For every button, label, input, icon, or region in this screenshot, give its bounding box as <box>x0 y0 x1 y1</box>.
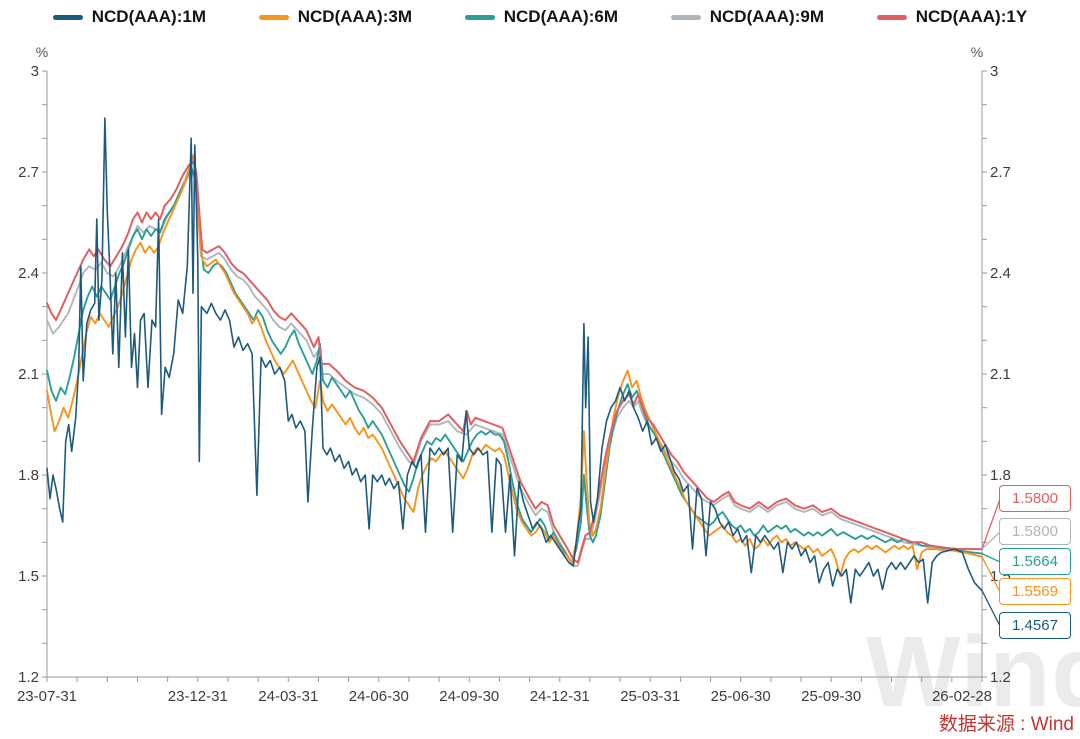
legend-label-1m: NCD(AAA):1M <box>91 7 206 26</box>
legend-item-1y: NCD(AAA):1Y <box>876 7 1028 27</box>
x-axis-label: 25-03-31 <box>620 688 680 705</box>
series-line-1m <box>46 117 983 604</box>
legend-item-3m: NCD(AAA):3M <box>258 7 412 27</box>
legend: NCD(AAA):1M NCD(AAA):3M NCD(AAA):6M NCD(AAA… <box>0 7 1080 27</box>
y-axis-label-left: 2.7 <box>18 164 39 181</box>
y-axis-label-right: 2.7 <box>990 164 1011 181</box>
y-axis-label-left: 1.8 <box>18 467 39 484</box>
y-axis-label-right: 3 <box>990 63 998 80</box>
legend-swatch-6m <box>464 14 495 20</box>
legend-item-9m: NCD(AAA):9M <box>670 7 824 27</box>
latest-value-6m: 1.5664 <box>999 548 1071 575</box>
y-axis-unit-left: % <box>36 44 48 60</box>
latest-value-9m: 1.5800 <box>999 518 1071 545</box>
legend-item-6m: NCD(AAA):6M <box>464 7 618 27</box>
series-line-9m <box>46 167 983 567</box>
x-axis-label: 25-09-30 <box>801 688 861 705</box>
y-axis-label-left: 1.2 <box>18 669 39 686</box>
x-axis-label: 24-06-30 <box>349 688 409 705</box>
data-source-label: 数据来源 : Wind <box>938 714 1074 735</box>
x-axis-label: 24-09-30 <box>439 688 499 705</box>
y-axis-label-left: 3 <box>31 63 39 80</box>
x-axis-label: 23-07-31 <box>17 688 77 705</box>
latest-value-1m: 1.4567 <box>999 612 1071 639</box>
legend-swatch-1y <box>876 14 907 20</box>
x-axis-label: 24-03-31 <box>258 688 318 705</box>
y-axis-label-left: 2.4 <box>18 265 39 282</box>
legend-swatch-9m <box>670 14 701 20</box>
series-line-3m <box>46 154 983 577</box>
axis-frame <box>46 71 983 678</box>
callout-leader-1m <box>981 590 1001 627</box>
y-axis-label-right: 2.4 <box>990 265 1011 282</box>
callout-leader-1y <box>981 498 1001 550</box>
legend-label-3m: NCD(AAA):3M <box>297 7 412 26</box>
y-axis-label-left: 1.5 <box>18 568 39 585</box>
legend-label-6m: NCD(AAA):6M <box>503 7 618 26</box>
y-axis-label-right: 2.1 <box>990 366 1011 383</box>
legend-swatch-3m <box>258 14 289 20</box>
legend-swatch-1m <box>52 14 83 20</box>
y-axis-label-right: 1.2 <box>990 669 1011 686</box>
callout-leader-9m <box>981 531 1001 550</box>
y-axis-label-right: 1.8 <box>990 467 1011 484</box>
callout-leader-6m <box>981 553 1001 563</box>
legend-label-1y: NCD(AAA):1Y <box>915 7 1028 26</box>
y-axis-unit-right: % <box>971 44 983 60</box>
legend-item-1m: NCD(AAA):1M <box>52 7 206 27</box>
legend-label-9m: NCD(AAA):9M <box>709 7 824 26</box>
callout-leader-3m <box>981 556 1001 593</box>
latest-value-1y: 1.5800 <box>999 485 1071 512</box>
x-axis-label: 26-02-28 <box>932 688 992 705</box>
x-axis-label: 23-12-31 <box>168 688 228 705</box>
x-axis-label: 25-06-30 <box>711 688 771 705</box>
latest-value-3m: 1.5569 <box>999 578 1071 605</box>
y-axis-label-left: 2.1 <box>18 366 39 383</box>
x-axis-label: 24-12-31 <box>530 688 590 705</box>
